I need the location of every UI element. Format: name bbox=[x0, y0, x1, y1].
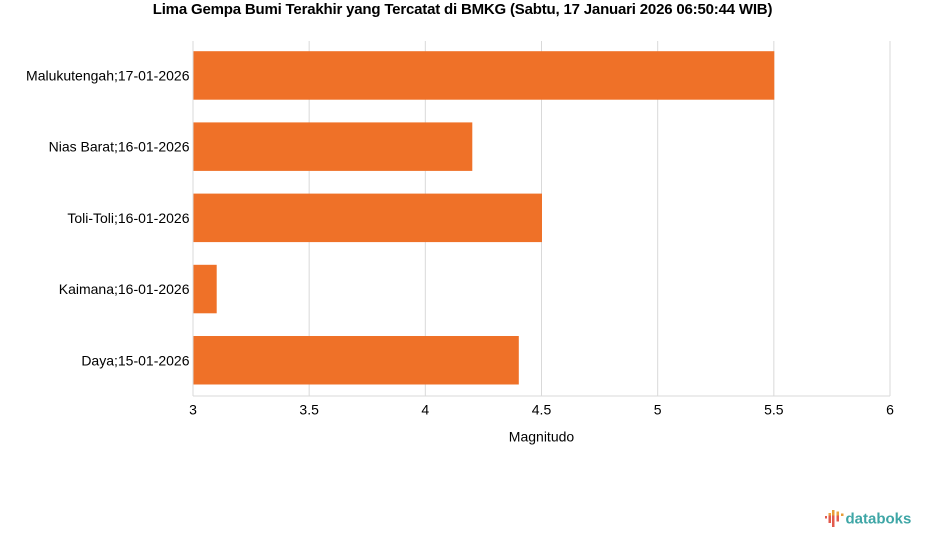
svg-text:Daya;15-01-2026: Daya;15-01-2026 bbox=[81, 352, 189, 368]
svg-text:4: 4 bbox=[421, 402, 429, 418]
svg-text:Toli-Toli;16-01-2026: Toli-Toli;16-01-2026 bbox=[67, 210, 189, 226]
svg-text:databoks: databoks bbox=[846, 511, 912, 528]
svg-text:3: 3 bbox=[189, 402, 197, 418]
svg-text:Nias Barat;16-01-2026: Nias Barat;16-01-2026 bbox=[49, 139, 190, 155]
svg-text:3.5: 3.5 bbox=[299, 402, 319, 418]
svg-text:Magnitudo: Magnitudo bbox=[509, 429, 575, 445]
svg-text:6: 6 bbox=[886, 402, 894, 418]
svg-text:5: 5 bbox=[654, 402, 662, 418]
svg-text:Kaimana;16-01-2026: Kaimana;16-01-2026 bbox=[59, 281, 190, 297]
svg-text:Malukutengah;17-01-2026: Malukutengah;17-01-2026 bbox=[26, 68, 190, 84]
svg-text:Lima Gempa Bumi Terakhir yang: Lima Gempa Bumi Terakhir yang Tercatat d… bbox=[153, 1, 773, 18]
svg-text:4.5: 4.5 bbox=[532, 402, 552, 418]
svg-text:5.5: 5.5 bbox=[764, 402, 784, 418]
